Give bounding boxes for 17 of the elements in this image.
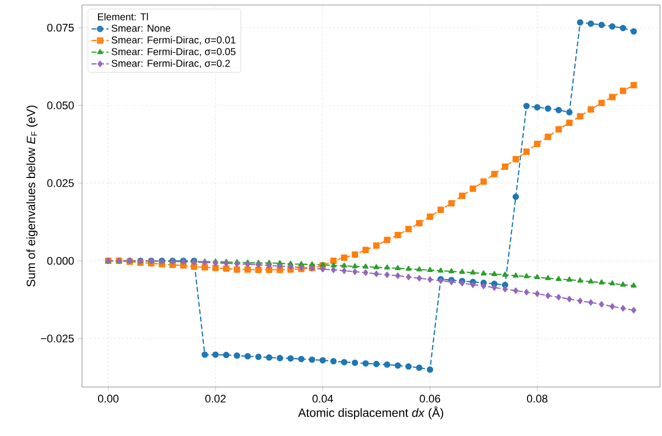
x-tick-label: 0.08 bbox=[526, 394, 548, 403]
legend-label: Smear: Fermi-Dirac, σ=0.05 bbox=[112, 48, 236, 56]
legend-label: Smear: Fermi-Dirac, σ=0.2 bbox=[112, 60, 230, 68]
x-tick-label: 0.04 bbox=[312, 394, 334, 403]
x-axis-title: Atomic displacement dx (Å) bbox=[298, 406, 444, 420]
x-tick-label: 0.02 bbox=[205, 394, 226, 403]
legend-label: Smear: None bbox=[112, 24, 170, 32]
y-tick-label: −0.025 bbox=[40, 334, 74, 342]
y-tick-label: 0.050 bbox=[47, 102, 74, 110]
x-tick-label: 0.00 bbox=[98, 394, 118, 403]
y-axis-title: Sum of eigenvalues below E$_{F}$ (eV) bbox=[26, 106, 38, 287]
legend-label: Smear: Fermi-Dirac, σ=0.01 bbox=[112, 36, 236, 45]
y-tick-label: 0.075 bbox=[47, 24, 74, 32]
legend-title: Element: Tl bbox=[98, 13, 148, 20]
y-tick-label: 0.025 bbox=[47, 179, 74, 187]
x-tick-label: 0.06 bbox=[420, 394, 440, 403]
y-tick-label: 0.000 bbox=[47, 256, 74, 265]
